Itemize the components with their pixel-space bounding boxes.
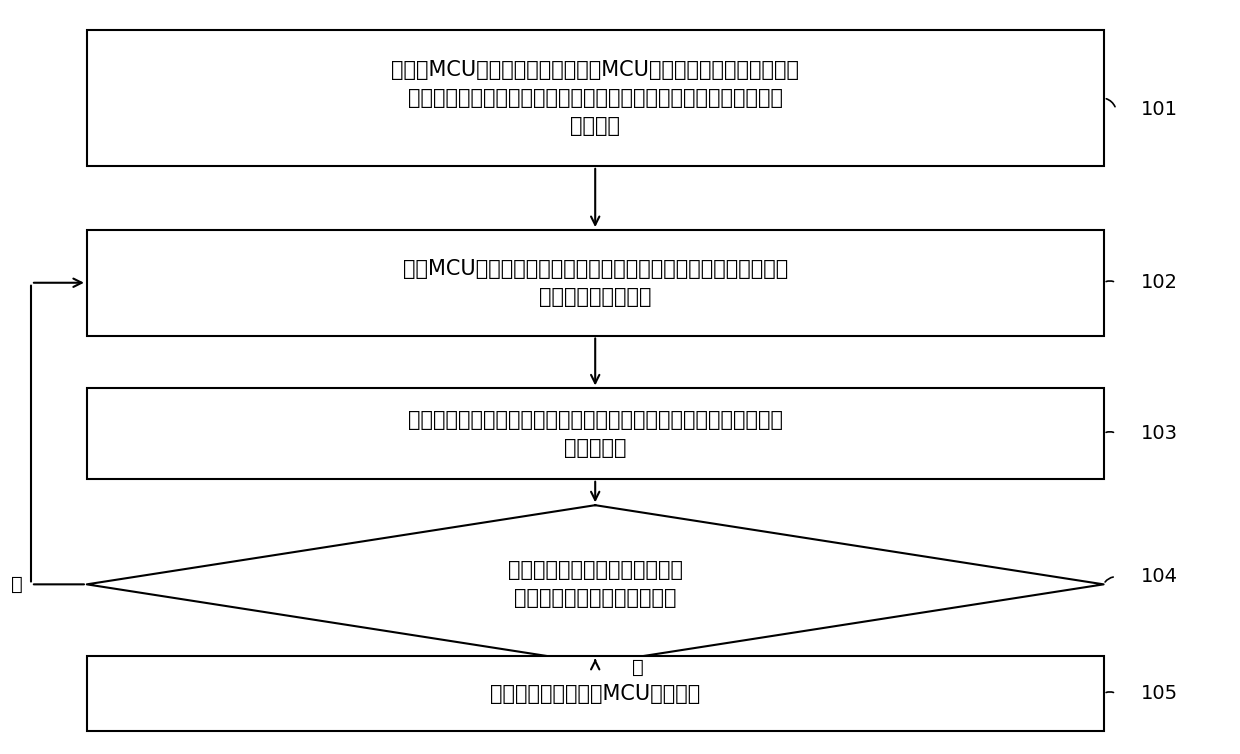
Text: 在所述MCU的出厂后应用时，所述MCU上电复位后，读取所述非易
失性存储器中的测试校准信息，并将所述测试校准信息写入所述校准
控制单元: 在所述MCU的出厂后应用时，所述MCU上电复位后，读取所述非易 失性存储器中的测… xyxy=(391,60,800,136)
FancyBboxPatch shape xyxy=(87,388,1104,479)
Polygon shape xyxy=(87,505,1104,664)
Text: 101: 101 xyxy=(1141,100,1178,119)
Text: 判断在调节校准操作后，待校准
模块是否满足预设的调节条件: 判断在调节校准操作后，待校准 模块是否满足预设的调节条件 xyxy=(507,560,683,608)
Text: 102: 102 xyxy=(1141,273,1178,293)
Text: 103: 103 xyxy=(1141,424,1178,443)
Text: 所述MCU运行过程中，接收调节校准信息，将所述调节校准信息写
入所述校准控制单元: 所述MCU运行过程中，接收调节校准信息，将所述调节校准信息写 入所述校准控制单元 xyxy=(403,259,787,307)
Text: 104: 104 xyxy=(1141,567,1178,587)
Text: 利用所述测试校准信息和所述调节校准信息对所述待校准模块进行调
节校准操作: 利用所述测试校准信息和所述调节校准信息对所述待校准模块进行调 节校准操作 xyxy=(408,409,782,458)
Text: 是: 是 xyxy=(632,657,644,677)
FancyBboxPatch shape xyxy=(87,656,1104,731)
FancyBboxPatch shape xyxy=(87,30,1104,166)
FancyBboxPatch shape xyxy=(87,230,1104,336)
Text: 否: 否 xyxy=(11,575,22,594)
Text: 105: 105 xyxy=(1141,684,1178,703)
Text: 结束调节校准操作，MCU正常运行: 结束调节校准操作，MCU正常运行 xyxy=(490,684,701,703)
